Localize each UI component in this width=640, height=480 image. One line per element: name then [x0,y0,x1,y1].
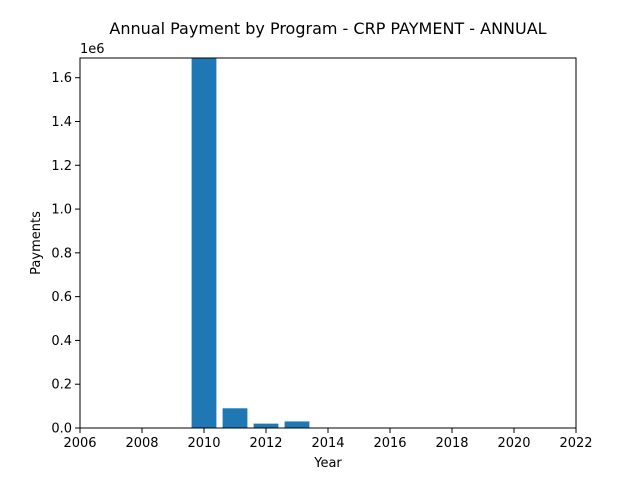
y-tick-label: 1.6 [51,71,72,86]
x-ticks: 2006 2008 2010 2012 2014 2016 2018 2020 2022 [63,428,593,451]
x-tick-label: 2012 [249,436,282,451]
plot-frame [79,57,577,429]
x-tick-label: 2022 [559,436,592,451]
bar-2011 [222,408,248,428]
y-tick-label: 0.2 [51,378,72,393]
y-tick-label: 0.4 [51,334,72,349]
x-tick-label: 2020 [497,436,530,451]
y-tick-label: 0.0 [51,422,72,437]
x-tick-label: 2010 [187,436,220,451]
y-tick-label: 1.2 [51,159,72,174]
chart-title: Annual Payment by Program - CRP PAYMENT … [109,19,546,38]
x-tick-label: 2014 [311,436,344,451]
y-axis-title: Payments [29,211,44,275]
bar-2013 [284,421,310,428]
y-tick-label: 1.0 [51,203,72,218]
x-axis-title: Year [313,456,342,471]
x-tick-label: 2006 [63,436,96,451]
y-tick-label: 1.4 [51,115,72,130]
y-axis-offset-label: 1e6 [80,42,105,57]
bars-layer [191,58,310,428]
y-tick-label: 0.8 [51,246,72,261]
y-ticks: 0.0 0.2 0.4 0.6 0.8 1.0 1.2 1.4 1.6 [51,71,80,437]
x-tick-label: 2018 [435,436,468,451]
bar-2010 [191,58,217,428]
x-tick-label: 2016 [373,436,406,451]
x-tick-label: 2008 [125,436,158,451]
bar-2012 [253,423,279,428]
y-tick-label: 0.6 [51,290,72,305]
